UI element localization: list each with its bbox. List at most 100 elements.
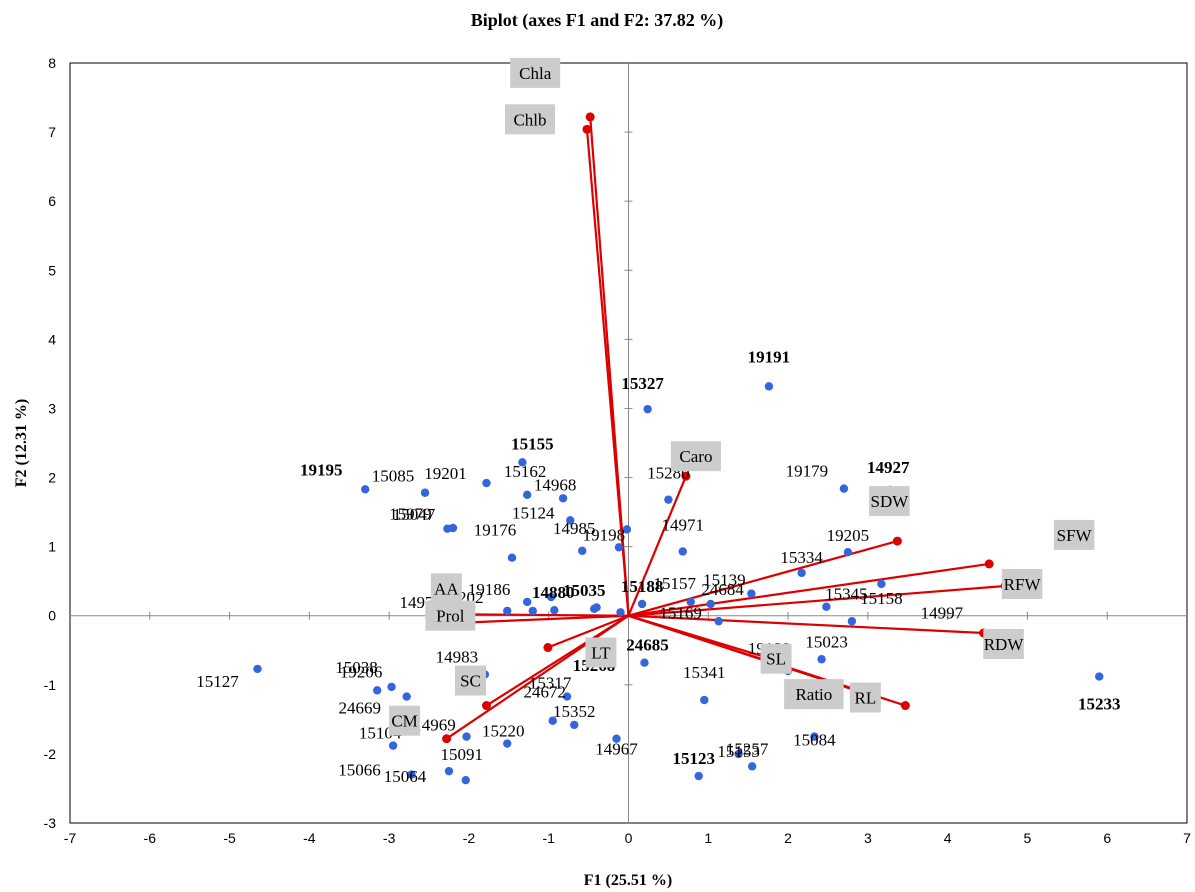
- variable-label-box-chla: [510, 57, 561, 88]
- observation-label-19195: 19195: [300, 460, 343, 479]
- observation-point-15157: [686, 597, 695, 607]
- y-tick-label: 0: [48, 608, 56, 624]
- observation-label-19198: 19198: [583, 525, 626, 544]
- observation-point-unlabeled-3: [546, 592, 556, 602]
- y-tick-label: -2: [44, 746, 57, 762]
- observation-label-15047: 15047: [393, 505, 436, 524]
- observation-label-15064: 15064: [384, 767, 427, 786]
- observation-label-15035: 15035: [563, 581, 606, 600]
- observation-label-14969: 14969: [413, 716, 456, 735]
- axes-layer: [70, 63, 1187, 823]
- observation-label-15124: 15124: [512, 503, 555, 522]
- observation-point-15257: [747, 762, 757, 771]
- observation-label-24685: 24685: [626, 636, 669, 655]
- observation-label-15334: 15334: [780, 548, 823, 567]
- y-tick-label: 2: [48, 470, 56, 486]
- y-tick-label: 4: [48, 331, 56, 347]
- variable-label-caro: Caro: [679, 447, 712, 466]
- observation-label-14985: 14985: [553, 519, 596, 538]
- observation-point-14969: [462, 732, 471, 741]
- observation-point-14997: [847, 617, 857, 626]
- variable-label-rl: RL: [854, 689, 876, 708]
- vector-aa: [467, 613, 629, 617]
- observation-point-14971: [678, 547, 687, 556]
- observation-label-15233: 15233: [1078, 695, 1121, 714]
- observation-label-15127: 15127: [196, 672, 239, 691]
- y-tick-label: 1: [48, 539, 56, 555]
- variable-label-sl: SL: [766, 650, 786, 669]
- vector-lt: [547, 614, 629, 649]
- observation-label-15091: 15091: [440, 745, 483, 764]
- observation-point-14967: [612, 734, 621, 743]
- vector-caro: [627, 475, 687, 617]
- observation-point-unlabeled-2: [592, 603, 601, 612]
- observation-point-19195: [361, 485, 370, 494]
- observation-label-19205: 19205: [827, 526, 870, 545]
- observation-label-15169: 15169: [659, 603, 702, 622]
- variable-label-rdw: RDW: [984, 635, 1025, 654]
- observation-label-14983: 14983: [436, 647, 479, 666]
- vector-tip-sc: [481, 701, 491, 711]
- variable-label-box-ratio: [784, 679, 844, 710]
- observation-point-15127: [253, 664, 262, 674]
- variable-label-box-rfw: [1001, 569, 1043, 600]
- vector-sl: [628, 614, 785, 664]
- observation-labels: 19191 15327 14927 19179 19205 15158 1533415345…: [196, 347, 1120, 786]
- vector-tip-caro: [681, 471, 691, 481]
- variable-vectors: [442, 112, 1010, 744]
- observation-point-19206: [372, 686, 382, 695]
- observation-point-15188: [637, 599, 647, 609]
- observation-point-19205: [843, 547, 853, 557]
- vector-prol: [463, 614, 629, 624]
- observation-point-14970: [528, 606, 537, 616]
- observation-label-24669: 24669: [338, 699, 381, 718]
- observation-label-15341: 15341: [683, 663, 726, 682]
- observation-label-15352: 15352: [553, 702, 596, 721]
- observation-point-24672: [548, 716, 557, 725]
- variable-label-box-lt: [585, 637, 617, 668]
- observation-points: [253, 382, 1104, 785]
- observation-label-15123: 15123: [672, 749, 715, 768]
- y-tick-label: 3: [48, 400, 56, 416]
- variable-label-prol: Prol: [436, 607, 465, 626]
- observation-point-15084: [810, 732, 819, 741]
- y-tick-label: 5: [48, 262, 56, 278]
- observation-label-14927: 14927: [867, 458, 910, 477]
- tick-labels: -7 -6 -5 -4 -3 -2 -1 0 1 2 3 4 5 6 7 -3 -2 -1 0 1 2 3 4 5 6 7 8: [44, 55, 1192, 846]
- vector-tip-sfw: [984, 559, 994, 569]
- observation-point-14880: [550, 606, 559, 615]
- chart-title: Biplot (axes F1 and F2: 37.82 %): [471, 10, 724, 31]
- vector-rdw: [628, 614, 984, 635]
- observation-label-15038: 15038: [335, 658, 378, 677]
- vector-sdw: [628, 540, 898, 617]
- x-tick-label: 1: [704, 830, 712, 846]
- x-tick-label: 3: [864, 830, 872, 846]
- x-tick-label: -5: [223, 830, 236, 846]
- observation-label-15155: 15155: [511, 434, 554, 453]
- variable-label-chlb: Chlb: [513, 110, 546, 129]
- observation-point-15123: [694, 771, 703, 781]
- observation-point-15085: [420, 488, 430, 497]
- observation-point-15023: [817, 655, 826, 664]
- observation-label-15085: 15085: [372, 467, 415, 486]
- observation-point-19179: [839, 484, 849, 493]
- variable-label-cm: CM: [391, 712, 417, 731]
- x-tick-label: 6: [1103, 830, 1111, 846]
- observation-point-15202: [503, 606, 512, 616]
- observation-point-15139: [747, 589, 756, 598]
- observation-point-19198: [614, 543, 624, 552]
- vector-tip-cm: [442, 734, 452, 744]
- observation-label-15162: 15162: [504, 462, 547, 481]
- observation-label-15158: 15158: [860, 589, 903, 608]
- x-tick-label: 2: [784, 830, 792, 846]
- observation-point-24684: [706, 599, 715, 609]
- vector-chlb: [585, 129, 630, 616]
- observation-label-19201: 19201: [424, 464, 467, 483]
- observation-point-15334: [797, 568, 806, 578]
- observation-point-19191: [764, 382, 774, 391]
- observation-label-15157: 15157: [653, 574, 696, 593]
- vector-tip-sdw: [892, 536, 902, 546]
- observation-point-unlabeled-1: [616, 608, 625, 617]
- variable-label-box-rdw: [983, 629, 1024, 659]
- observation-point-15317: [562, 692, 572, 701]
